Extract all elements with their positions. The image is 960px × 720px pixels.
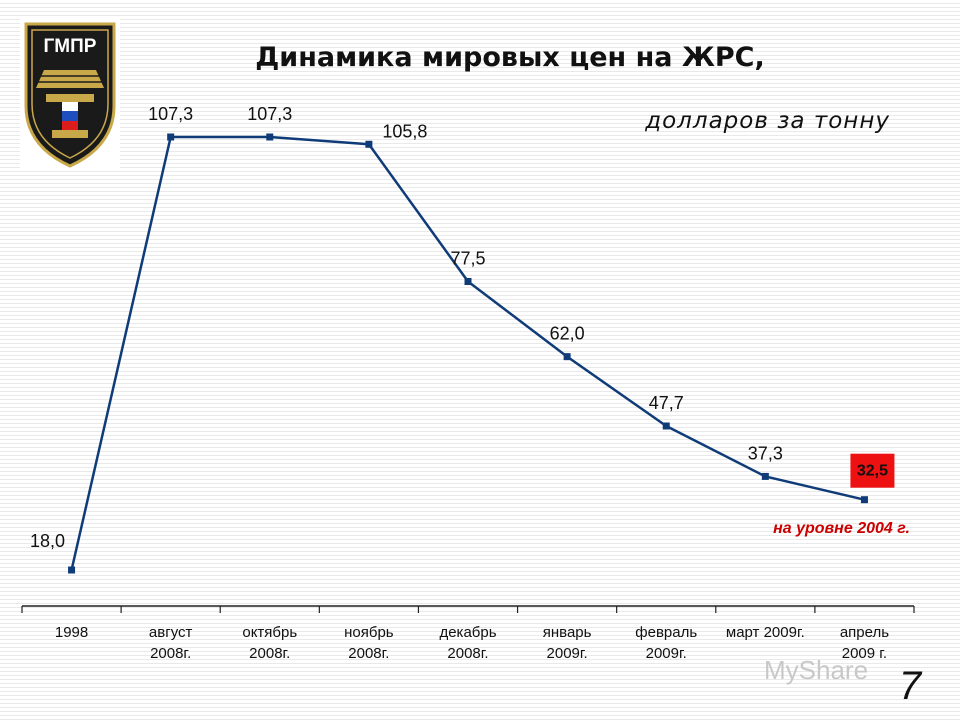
data-label: 18,0 [30, 531, 65, 551]
data-point-marker [167, 133, 175, 141]
data-point-marker [68, 566, 76, 574]
x-tick-label: апрель 2009 г. [840, 624, 889, 662]
annotation-note: на уровне 2004 г. [773, 520, 910, 537]
x-tick-label: октябрь 2008г. [242, 624, 297, 662]
data-point-marker [563, 353, 571, 361]
data-point-marker [464, 277, 472, 285]
data-point-marker [266, 133, 274, 141]
x-tick-label: ноябрь 2008г. [344, 624, 394, 662]
data-label: 77,5 [450, 248, 485, 268]
data-label: 32,5 [857, 463, 888, 480]
logo-text: ГМПР [44, 36, 97, 57]
data-point-marker [761, 472, 769, 480]
data-label: 37,3 [748, 443, 783, 463]
x-tick-label: декабрь 2008г. [439, 624, 496, 662]
data-point-marker [365, 140, 373, 148]
data-point-marker [860, 496, 868, 504]
series-line [70, 135, 865, 571]
x-tick-label: август 2008г. [149, 624, 193, 662]
x-tick-label: январь 2009г. [543, 624, 592, 662]
page-number: 7 [898, 664, 922, 708]
data-label: 62,0 [550, 324, 585, 344]
x-tick-label: март 2009г. [726, 624, 805, 641]
data-label: 107,3 [148, 104, 193, 124]
data-label: 105,8 [382, 121, 427, 141]
watermark-text: MyShare [764, 655, 869, 685]
gmpr-logo: ГМПР [20, 18, 120, 170]
chart-title: Динамика мировых цен на ЖРС, [255, 42, 765, 73]
highlight-box [850, 453, 895, 488]
data-label: 107,3 [247, 104, 292, 124]
x-tick-label: 1998 [55, 624, 88, 641]
data-point-marker [662, 422, 670, 430]
data-label: 47,7 [649, 393, 684, 413]
x-tick-label: февраль 2009г. [635, 624, 697, 662]
chart-subtitle: долларов за тонну [645, 108, 890, 134]
